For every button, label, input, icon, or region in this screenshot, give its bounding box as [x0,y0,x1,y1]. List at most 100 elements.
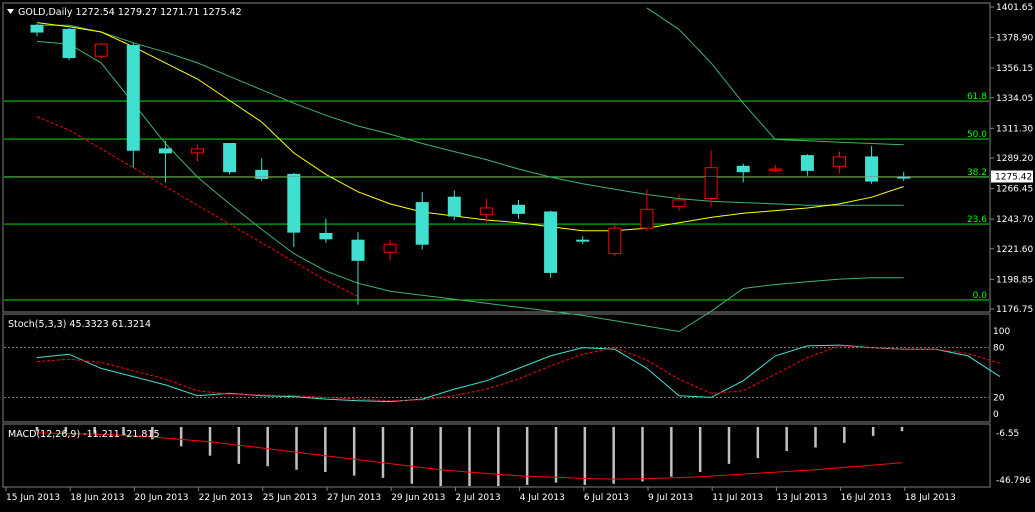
stoch-signal-line [36,345,1001,402]
candle-body-bull [30,24,44,33]
candle [576,236,590,245]
candle-body-bull [62,28,76,59]
candle-body-bull [415,202,429,245]
fib-label-23.6: 23.6 [967,215,987,225]
symbol-menu-icon[interactable] [7,9,14,14]
candle [62,28,76,61]
price-axis-label: 1198.85 [996,275,1033,285]
date-axis-label: 15 Jun 2013 [6,493,60,503]
date-axis-label: 13 Jul 2013 [776,493,827,503]
candle-body-bull [126,44,140,151]
candle-body-bear [383,243,397,253]
candle-body-bull [319,232,333,240]
candle [512,199,525,219]
price-axis-label: 1311.30 [996,124,1033,134]
current-price-label: 1275.42 [995,173,1032,183]
fib-label-50.0: 50.0 [967,130,987,140]
fib-label-0.0: 0.0 [973,291,988,301]
candle [255,158,269,182]
candle [640,189,654,231]
candle [383,240,397,261]
date-axis-label: 16 Jul 2013 [841,493,892,503]
date-axis-label: 18 Jun 2013 [70,493,124,503]
moving-average-line [36,22,904,232]
envelope-upper-line [37,24,904,206]
candle [704,150,718,207]
date-axis-label: 22 Jun 2013 [199,493,253,503]
candle-body-bull [576,239,590,242]
candle-body-bull [544,211,558,273]
date-axis-label: 9 Jul 2013 [648,493,693,503]
macd-axis-label: -6.55 [996,429,1019,439]
candle [158,140,172,183]
stoch-axis-label: 80 [993,344,1005,354]
candle-body-bear [768,168,782,171]
candle [415,191,429,250]
date-axis-label: 29 Jun 2013 [391,493,445,503]
fib-label-38.2: 38.2 [967,168,987,178]
candle [736,163,750,183]
candle-body-bear [191,148,204,154]
candle [865,146,879,184]
candle-body-bear [94,43,108,57]
date-axis-label: 4 Jul 2013 [520,493,565,503]
price-axis-label: 1176.75 [996,305,1033,315]
candle-body-bull [800,155,814,171]
price-axis-label: 1356.15 [996,64,1033,74]
stoch-main-line [36,344,1001,403]
candle-body-bull [158,148,172,154]
stoch-label: Stoch(5,3,3) 45.3323 61.3214 [8,319,151,330]
macd-label: MACD(12,26,9) -11.211 -21.815 [8,429,160,440]
date-axis-label: 25 Jun 2013 [263,493,317,503]
candle [608,222,622,257]
candle [800,154,814,176]
candle-body-bull [897,176,911,179]
stoch-axis-label: 20 [993,393,1005,403]
current-price-box [991,170,1033,183]
candle-body-bull [865,156,879,182]
price-axis-label: 1289.20 [996,154,1033,164]
candle-body-bear [672,199,686,208]
date-axis-label: 6 Jul 2013 [584,493,629,503]
candle [30,23,44,37]
stoch-axis-label: 100 [993,327,1010,337]
sar-line [36,116,359,298]
candle-body-bull [736,165,750,173]
symbol-info: GOLD,Daily 1272.54 1279.27 1271.71 1275.… [18,7,242,18]
date-axis-label: 2 Jul 2013 [455,493,500,503]
candle-body-bear [704,167,718,200]
candle [191,144,204,161]
candle [479,198,493,223]
candle [94,42,108,59]
price-axis-label: 1378.90 [996,34,1033,44]
candle-body-bull [223,142,237,173]
candle [126,42,140,168]
candle-body-bull [512,204,525,214]
macd-signal-line [36,432,903,480]
stoch-axis-label: 0 [993,410,999,420]
candle-body-bull [447,196,461,217]
candle-body-bear [833,156,846,167]
macd-panel-frame [2,423,991,488]
date-axis-label: 18 Jul 2013 [905,493,956,503]
candle-body-bull [287,173,301,233]
date-axis-label: 27 Jun 2013 [327,493,381,503]
candle [768,164,782,172]
envelope-lower-line [36,40,904,333]
stoch-panel-frame [2,313,991,423]
candle [833,151,846,174]
date-axis-label: 20 Jun 2013 [134,493,188,503]
price-axis-label: 1266.45 [996,185,1033,195]
candle [447,190,461,221]
candle-body-bull [351,239,365,261]
candle-body-bear [608,227,622,255]
candle-body-bull [255,169,269,179]
price-axis-label: 1334.05 [996,94,1033,104]
candle [319,218,333,243]
macd-axis-label: -46.796 [996,476,1031,486]
price-axis-label: 1401.65 [996,3,1033,13]
candle [351,232,365,305]
